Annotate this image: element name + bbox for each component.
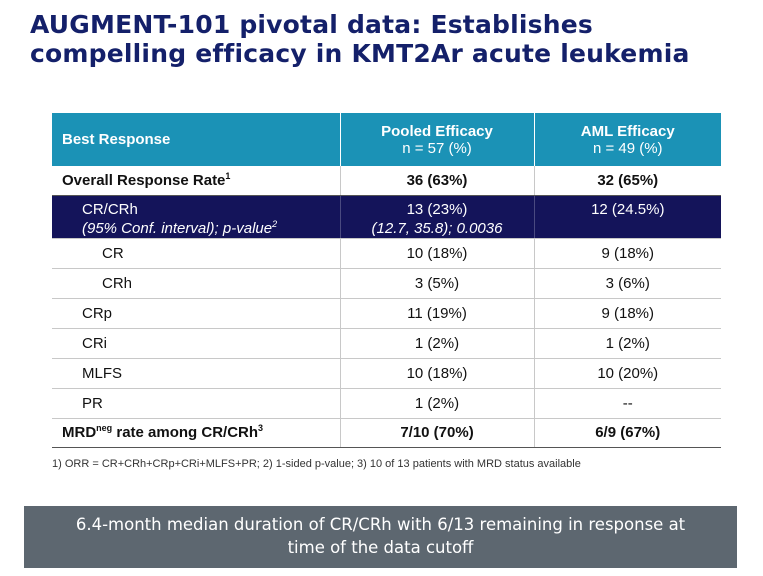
row-aml: 9 (18%) [534, 298, 721, 329]
banner-line-2: time of the data cutoff [287, 538, 474, 557]
crcrh-pooled-ci: (12.7, 35.8); 0.0036 [371, 219, 503, 237]
table-row: MLFS 10 (18%) 10 (20%) [52, 358, 721, 389]
mrd-footnote-marker: 3 [258, 423, 264, 433]
mrd-neg-superscript: neg [96, 423, 113, 433]
row-aml: 1 (2%) [534, 328, 721, 359]
row-pooled: 1 (2%) [340, 388, 535, 419]
table-row-mrd: MRDneg rate among CR/CRh3 7/10 (70%) 6/9… [52, 417, 721, 448]
row-aml: 9 (18%) [534, 238, 721, 269]
table-row-crcrh: CR/CRh (95% Conf. interval); p-value2 13… [52, 195, 721, 239]
table-header-row: Best Response Pooled Efficacy n = 57 (%)… [52, 113, 721, 166]
crcrh-label: CR/CRh [82, 200, 138, 218]
row-label: CR [52, 238, 341, 269]
crcrh-footnote-marker: 2 [272, 218, 278, 229]
crcrh-pooled: 13 (23%) [406, 200, 468, 218]
orr-pooled: 36 (63%) [340, 166, 535, 196]
header-best-response: Best Response [52, 113, 341, 166]
crcrh-ci-label: (95% Conf. interval); p-value [82, 219, 273, 237]
crcrh-pooled-cell: 13 (23%) (12.7, 35.8); 0.0036 [340, 195, 535, 239]
row-pooled: 11 (19%) [340, 298, 535, 329]
row-aml: 3 (6%) [534, 268, 721, 299]
table-row: CR 10 (18%) 9 (18%) [52, 238, 721, 269]
row-label: CRh [52, 268, 341, 299]
mrd-label-cell: MRDneg rate among CR/CRh3 [52, 417, 341, 448]
row-label: CRi [52, 328, 341, 359]
summary-banner: 6.4-month median duration of CR/CRh with… [24, 506, 737, 568]
crcrh-ci-label-line: (95% Conf. interval); p-value2 [82, 219, 330, 238]
orr-label: Overall Response Rate [62, 171, 226, 189]
row-pooled: 10 (18%) [340, 358, 535, 389]
row-label: PR [52, 388, 341, 419]
mrd-aml: 6/9 (67%) [534, 417, 721, 448]
mrd-label-pre: MRD [62, 424, 97, 441]
row-pooled: 3 (5%) [340, 268, 535, 299]
header-pooled-efficacy: Pooled Efficacy n = 57 (%) [340, 113, 535, 166]
orr-footnote-marker: 1 [225, 170, 231, 181]
table-row: CRp 11 (19%) 9 (18%) [52, 298, 721, 329]
header-aml-n: n = 49 (%) [592, 139, 663, 157]
orr-label-cell: Overall Response Rate1 [52, 166, 341, 196]
row-label: CRp [52, 298, 341, 329]
table-row-orr: Overall Response Rate1 36 (63%) 32 (65%) [52, 166, 721, 196]
table-footnote: 1) ORR = CR+CRh+CRp+CRi+MLFS+PR; 2) 1-si… [52, 458, 581, 470]
mrd-pooled: 7/10 (70%) [340, 417, 535, 448]
slide-title: AUGMENT-101 pivotal data: Establishes co… [30, 10, 690, 68]
crcrh-label-cell: CR/CRh (95% Conf. interval); p-value2 [52, 195, 341, 239]
orr-aml: 32 (65%) [534, 166, 721, 196]
row-pooled: 1 (2%) [340, 328, 535, 359]
table-row: CRh 3 (5%) 3 (6%) [52, 268, 721, 299]
row-aml: 10 (20%) [534, 358, 721, 389]
row-aml: -- [534, 388, 721, 419]
row-label: MLFS [52, 358, 341, 389]
table-row: PR 1 (2%) -- [52, 388, 721, 419]
mrd-label-post: rate among CR/CRh [112, 424, 259, 441]
header-aml-efficacy: AML Efficacy n = 49 (%) [534, 113, 721, 166]
crcrh-aml: 12 (24.5%) [534, 195, 721, 239]
header-pooled-n: n = 57 (%) [402, 139, 472, 157]
efficacy-table: Best Response Pooled Efficacy n = 57 (%)… [52, 113, 721, 448]
header-pooled-title: Pooled Efficacy [381, 122, 493, 140]
row-pooled: 10 (18%) [340, 238, 535, 269]
table-row: CRi 1 (2%) 1 (2%) [52, 328, 721, 359]
header-aml-title: AML Efficacy [580, 122, 675, 140]
banner-line-1: 6.4-month median duration of CR/CRh with… [75, 515, 686, 534]
